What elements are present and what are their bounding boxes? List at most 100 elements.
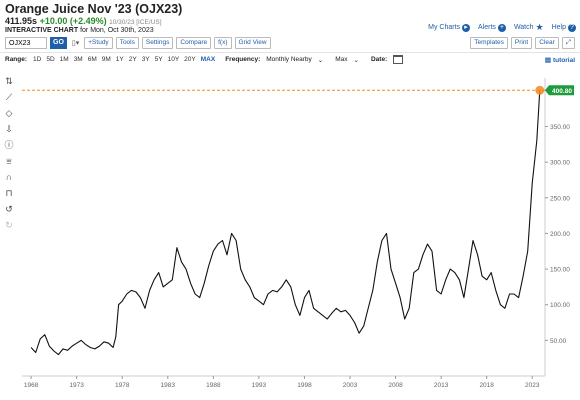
my-charts-link[interactable]: My Charts ▸ [428, 23, 471, 32]
x-axis: 1968 1973 1978 1983 1988 1993 1998 2003 2008 2013… [22, 375, 545, 389]
frequency-select[interactable]: Monthly Nearby ⌄ [266, 56, 323, 64]
range-option-3m[interactable]: 3M [73, 56, 83, 63]
top-links: My Charts ▸ Alerts + Watch ★ Help ? [428, 22, 576, 33]
star-icon: ★ [535, 22, 544, 32]
subtitle-bold: INTERACTIVE CHART [5, 27, 79, 34]
aggregation-select[interactable]: Max ⌄ [335, 56, 359, 64]
my-charts-label: My Charts [428, 24, 461, 31]
fibonacci-tool-icon[interactable]: ⩸ [6, 156, 12, 166]
chevron-down-icon: ⌄ [317, 56, 324, 64]
y-tick-label: 300.00 [550, 160, 570, 167]
book-icon: ▤ [544, 57, 551, 64]
go-button[interactable]: GO [50, 37, 67, 49]
range-option-6m[interactable]: 6M [87, 56, 97, 63]
range-option-1d[interactable]: 1D [33, 56, 42, 63]
y-tick-label: 50.00 [550, 338, 567, 345]
x-tick-label: 2003 [343, 382, 358, 389]
x-tick-label: 1998 [297, 382, 312, 389]
x-tick-label: 1988 [206, 382, 221, 389]
watch-label: Watch [513, 24, 534, 31]
range-bar: Range: 1D 5D 1M 3M 6M 9M 1Y 2Y 3Y 5Y 10Y 20Y MAX Fre… [5, 55, 404, 64]
range-option-2y[interactable]: 2Y [128, 56, 137, 63]
clear-button[interactable]: Clear [535, 37, 559, 49]
subtitle-date: for Mon, Oct 30th, 2023 [80, 27, 154, 34]
chevron-down-icon: ⌄ [353, 56, 359, 64]
y-axis: 50.00 100.00 150.00 200.00 250.00 300.00 350.0… [544, 78, 570, 376]
x-tick-label: 1993 [252, 382, 267, 389]
tutorial-label: tutorial [552, 56, 575, 64]
last-price: 411.95s [5, 16, 38, 26]
range-option-max[interactable]: MAX [200, 56, 216, 63]
range-options: 1D 5D 1M 3M 6M 9M 1Y 2Y 3Y 5Y 10Y 20Y MAX [33, 56, 215, 63]
chart-subtitle: INTERACTIVE CHART for Mon, Oct 30th, 202… [5, 27, 154, 34]
fullscreen-button[interactable]: ⤢ [561, 37, 575, 49]
alerts-label: Alerts [478, 24, 496, 31]
redo-icon[interactable]: ↻ [5, 220, 13, 230]
x-tick-label: 2023 [525, 382, 540, 389]
drawing-tools: ⇅ ⟋ ◇ ⇩ ⓘ ⩸ ∩ ⊓ ↺ ↻ [3, 76, 15, 230]
trendline-tool-icon[interactable]: ⟋ [5, 92, 13, 102]
help-label: Help [551, 24, 566, 31]
price-chart[interactable]: 50.00 100.00 150.00 200.00 250.00 300.00 350.0… [0, 70, 580, 400]
undo-icon[interactable]: ↺ [5, 204, 13, 214]
range-option-9m[interactable]: 9M [101, 56, 111, 63]
range-label: Range: [5, 56, 28, 63]
range-option-5y[interactable]: 5Y [154, 56, 163, 63]
crosshair-tool-icon[interactable]: ⇅ [5, 76, 13, 86]
price-change: +10.00 (+2.49%) [39, 16, 107, 26]
range-option-1y[interactable]: 1Y [115, 56, 124, 63]
last-price-badge [545, 85, 574, 96]
y-tick-label: 250.00 [550, 195, 570, 202]
calendar-icon[interactable] [393, 55, 404, 64]
study-button[interactable]: +Study [84, 37, 113, 49]
magnet-icon[interactable]: ∩ [5, 172, 13, 182]
x-tick-label: 1983 [161, 382, 176, 389]
grid-view-button[interactable]: Grid View [234, 37, 271, 49]
info-tool-icon[interactable]: ⓘ [4, 140, 14, 150]
date-label: Date: [370, 56, 388, 63]
frequency-label: Frequency: [225, 56, 261, 63]
y-tick-label: 200.00 [550, 231, 570, 238]
print-button[interactable]: Print [510, 37, 533, 49]
chart-toolbar: GO ▯▾ +Study Tools Settings Compare f(x)… [5, 37, 271, 49]
chart-type-icon[interactable]: ▯▾ [71, 40, 80, 47]
range-option-10y[interactable]: 10Y [167, 56, 180, 63]
lock-icon[interactable]: ⊓ [5, 188, 13, 198]
shape-tool-icon[interactable]: ◇ [5, 108, 13, 118]
plot-area: 400.80 [22, 85, 574, 356]
arrow-tool-icon[interactable]: ⇩ [5, 124, 13, 134]
range-option-1m[interactable]: 1M [59, 56, 69, 63]
x-tick-label: 2018 [479, 382, 494, 389]
expand-icon: ⤢ [565, 39, 571, 46]
chart-icon: ▸ [462, 23, 471, 32]
range-option-20y[interactable]: 20Y [184, 56, 196, 63]
watch-link[interactable]: Watch ★ [514, 22, 544, 33]
y-tick-label: 100.00 [550, 302, 570, 309]
x-tick-label: 1968 [24, 382, 39, 389]
fx-button[interactable]: f(x) [214, 37, 232, 49]
help-link[interactable]: Help ? [551, 23, 576, 32]
quote-line: 411.95s +10.00 (+2.49%) 10/30/23 [ICE/US… [5, 16, 162, 26]
quote-meta: 10/30/23 [ICE/US] [109, 19, 162, 26]
tools-button[interactable]: Tools [115, 37, 139, 49]
x-tick-label: 1973 [69, 382, 84, 389]
symbol-input[interactable] [5, 37, 47, 49]
compare-button[interactable]: Compare [176, 37, 212, 49]
settings-button[interactable]: Settings [141, 37, 174, 49]
tutorial-link[interactable]: ▤ tutorial [544, 56, 575, 65]
help-icon: ? [568, 23, 576, 32]
toolbar-divider [0, 52, 580, 53]
templates-button[interactable]: Templates [470, 37, 508, 49]
range-option-3y[interactable]: 3Y [141, 56, 150, 63]
frequency-value: Monthly Nearby [266, 56, 312, 63]
alerts-link[interactable]: Alerts + [478, 23, 506, 32]
y-tick-label: 350.00 [550, 124, 570, 131]
right-toolbar: Templates Print Clear ⤢ [470, 37, 575, 49]
last-price-label: 400.80 [552, 88, 572, 95]
x-tick-label: 1978 [115, 382, 130, 389]
range-option-5d[interactable]: 5D [46, 56, 55, 63]
page-title: Orange Juice Nov '23 (OJX23) [5, 2, 183, 16]
y-tick-label: 150.00 [550, 267, 570, 274]
x-tick-label: 2013 [434, 382, 449, 389]
x-tick-label: 2008 [388, 382, 403, 389]
